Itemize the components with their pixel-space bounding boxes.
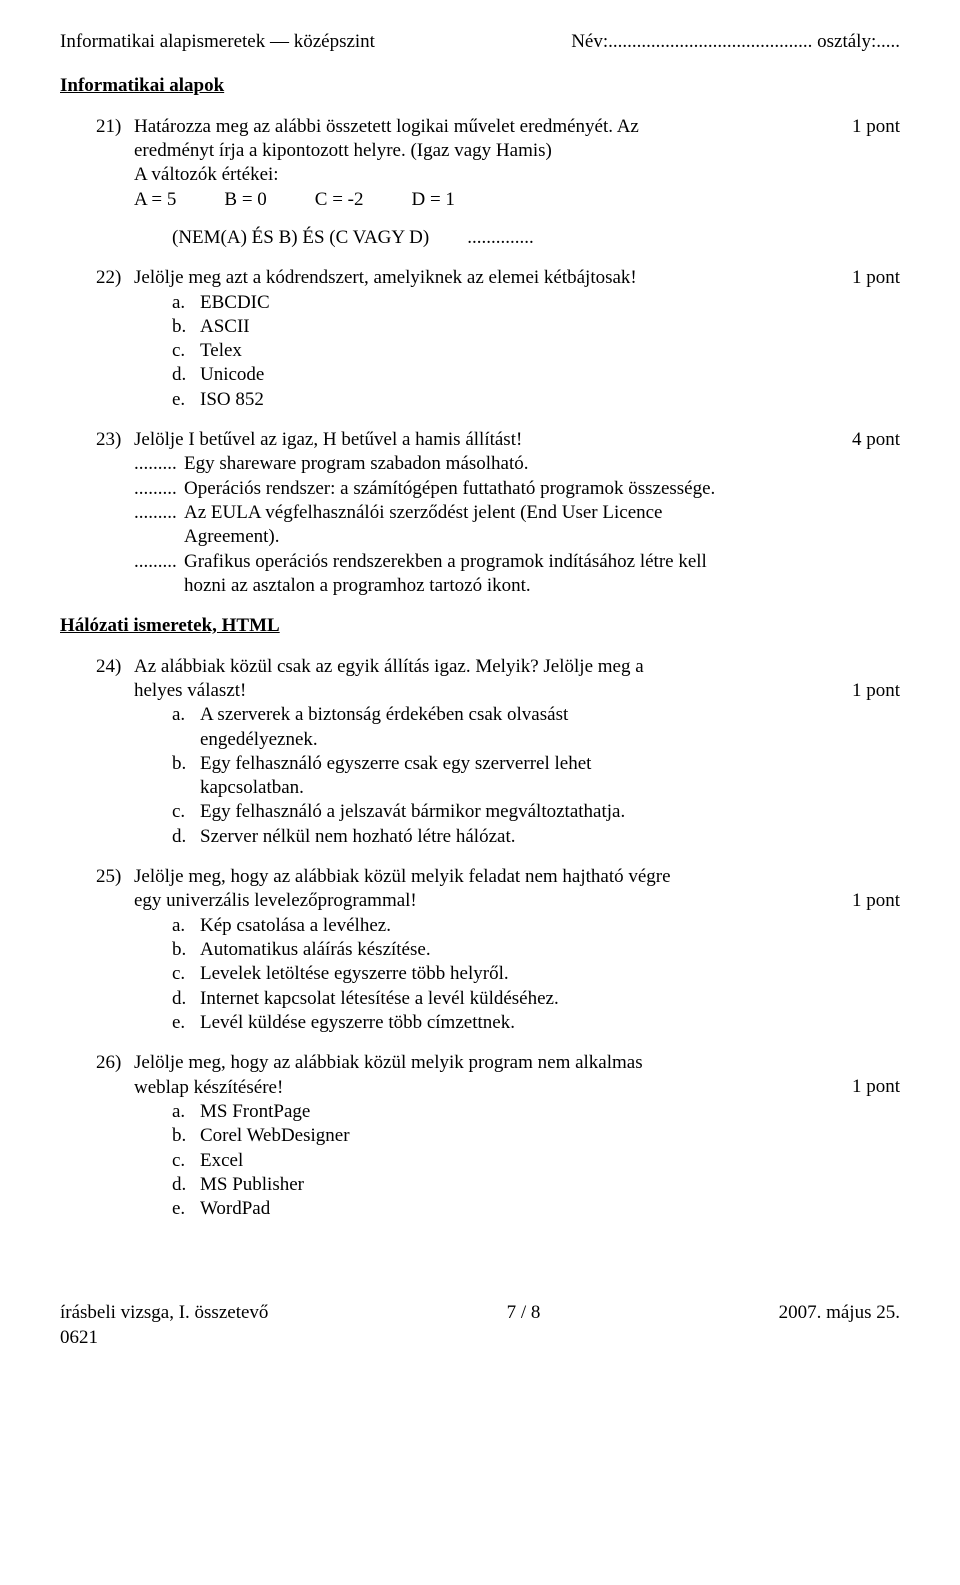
q25-points: 1 pont [830, 889, 900, 1035]
q21-line1: Határozza meg az alábbi összetett logika… [134, 115, 818, 139]
q21-line2: eredményt írja a kipontozott helyre. (Ig… [134, 139, 818, 163]
q22-points: 1 pont [830, 266, 900, 412]
q26-num: 26) [96, 1051, 134, 1221]
q22-options: a.EBCDICb.ASCIIc.Telexd.Unicodee.ISO 852 [134, 291, 818, 413]
q21-points: 1 pont [830, 115, 900, 251]
option-item: d.Unicode [172, 363, 818, 387]
q26-line2: weblap készítésére! [134, 1076, 818, 1100]
q26-options: a.MS FrontPageb.Corel WebDesignerc.Excel… [134, 1100, 818, 1222]
footer-center: 7 / 8 [507, 1301, 541, 1350]
q24-line2: helyes választ! [134, 679, 818, 703]
option-item: c.Telex [172, 339, 818, 363]
q21-expression: (NEM(A) ÉS B) ÉS (C VAGY D) ............… [134, 226, 818, 250]
option-item: a.EBCDIC [172, 291, 818, 315]
q24-line1: Az alábbiak közül csak az egyik állítás … [134, 655, 818, 679]
option-item: a.Kép csatolása a levélhez. [172, 914, 818, 938]
option-item: a.MS FrontPage [172, 1100, 818, 1124]
section-title-1: Informatikai alapok [60, 74, 900, 98]
question-22: 22) Jelölje meg azt a kódrendszert, amel… [60, 266, 900, 412]
option-item: d.Internet kapcsolat létesítése a levél … [172, 987, 818, 1011]
q25-line1: Jelölje meg, hogy az alábbiak közül mely… [134, 865, 818, 889]
q24-options: a.A szerverek a biztonság érdekében csak… [134, 703, 818, 849]
q21-line3: A változók értékei: [134, 163, 818, 187]
question-24: 24) Az alábbiak közül csak az egyik állí… [60, 655, 900, 850]
q25-line2: egy univerzális levelezőprogrammal! [134, 889, 818, 913]
q23-text: Jelölje I betűvel az igaz, H betűvel a h… [134, 428, 818, 452]
q21-variables: A = 5 B = 0 C = -2 D = 1 [134, 188, 818, 212]
question-26: 26) Jelölje meg, hogy az alábbiak közül … [60, 1051, 900, 1221]
q26-points: 1 pont [830, 1075, 900, 1221]
option-item: c.Levelek letöltése egyszerre több helyr… [172, 962, 818, 986]
q21-num: 21) [96, 115, 134, 251]
option-item: b.Automatikus aláírás készítése. [172, 938, 818, 962]
q23-points: 4 pont [830, 428, 900, 598]
option-item: b.ASCII [172, 315, 818, 339]
q22-num: 22) [96, 266, 134, 412]
option-item: e.ISO 852 [172, 388, 818, 412]
q25-num: 25) [96, 865, 134, 1035]
header-left: Informatikai alapismeretek — középszint [60, 30, 375, 54]
q25-options: a.Kép csatolása a levélhez.b.Automatikus… [134, 914, 818, 1036]
option-item: b.Corel WebDesigner [172, 1124, 818, 1148]
q24-num: 24) [96, 655, 134, 850]
header-right: Név:....................................… [571, 30, 900, 54]
footer-right: 2007. május 25. [779, 1301, 900, 1350]
section-title-2: Hálózati ismeretek, HTML [60, 614, 900, 638]
option-item: e.Levél küldése egyszerre több címzettne… [172, 1011, 818, 1035]
footer-left: írásbeli vizsga, I. összetevő 0621 [60, 1301, 268, 1350]
question-23: 23) Jelölje I betűvel az igaz, H betűvel… [60, 428, 900, 598]
option-item: d.Szerver nélkül nem hozható létre hálóz… [172, 825, 818, 849]
option-item: c.Excel [172, 1149, 818, 1173]
option-item: e.WordPad [172, 1197, 818, 1221]
question-25: 25) Jelölje meg, hogy az alábbiak közül … [60, 865, 900, 1035]
q22-text: Jelölje meg azt a kódrendszert, amelyikn… [134, 266, 818, 290]
question-21: 21) Határozza meg az alábbi összetett lo… [60, 115, 900, 251]
option-item: a.A szerverek a biztonság érdekében csak… [172, 703, 818, 752]
page-header: Informatikai alapismeretek — középszint … [60, 30, 900, 54]
page-footer: írásbeli vizsga, I. összetevő 0621 7 / 8… [60, 1301, 900, 1350]
q26-line1: Jelölje meg, hogy az alábbiak közül mely… [134, 1051, 818, 1075]
option-item: c.Egy felhasználó a jelszavát bármikor m… [172, 800, 818, 824]
q24-points: 1 pont [830, 679, 900, 850]
q23-num: 23) [96, 428, 134, 598]
option-item: b.Egy felhasználó egyszerre csak egy sze… [172, 752, 818, 801]
option-item: d.MS Publisher [172, 1173, 818, 1197]
